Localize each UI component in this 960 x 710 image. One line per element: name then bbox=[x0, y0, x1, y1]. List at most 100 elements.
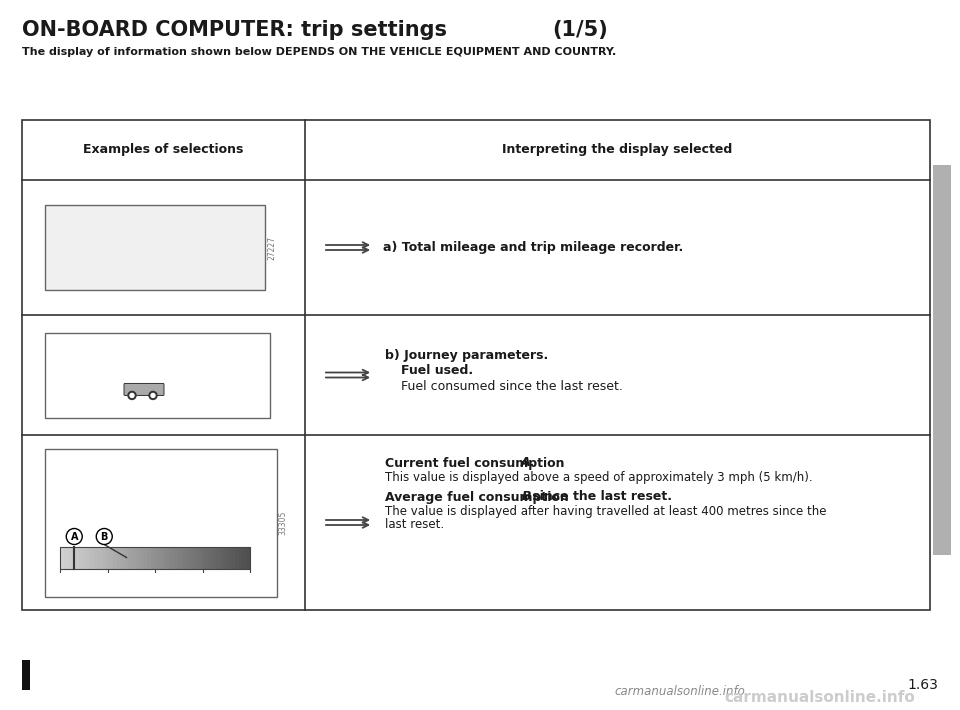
Text: This value is displayed above a speed of approximately 3 mph (5 km/h).: This value is displayed above a speed of… bbox=[385, 471, 812, 484]
Bar bbox=[98, 547, 103, 569]
Bar bbox=[79, 547, 84, 569]
Text: Fuel consumption: Fuel consumption bbox=[55, 453, 159, 466]
Circle shape bbox=[66, 528, 83, 545]
Circle shape bbox=[149, 391, 157, 400]
Bar bbox=[158, 547, 163, 569]
Text: carmanualsonline.info: carmanualsonline.info bbox=[725, 690, 916, 705]
Bar bbox=[212, 547, 216, 569]
Bar bbox=[193, 547, 198, 569]
Bar bbox=[162, 547, 167, 569]
Text: The value is displayed after having travelled at least 400 metres since the: The value is displayed after having trav… bbox=[385, 506, 827, 518]
Text: A: A bbox=[70, 532, 78, 542]
Bar bbox=[235, 547, 239, 569]
Bar bbox=[67, 547, 72, 569]
Bar bbox=[102, 547, 107, 569]
Bar bbox=[216, 547, 220, 569]
Bar bbox=[132, 547, 136, 569]
Text: Average fuel consumption: Average fuel consumption bbox=[385, 491, 573, 503]
Circle shape bbox=[96, 528, 112, 545]
Bar bbox=[129, 547, 132, 569]
Bar bbox=[155, 547, 159, 569]
Bar bbox=[189, 547, 194, 569]
Text: ON-BOARD COMPUTER: trip settings: ON-BOARD COMPUTER: trip settings bbox=[22, 20, 454, 40]
Text: .....: ..... bbox=[85, 384, 114, 395]
Bar bbox=[242, 547, 247, 569]
Bar bbox=[224, 547, 228, 569]
Text: Fuel consumed since the last reset.: Fuel consumed since the last reset. bbox=[401, 380, 623, 393]
Bar bbox=[166, 547, 171, 569]
Circle shape bbox=[130, 393, 134, 398]
Text: a) Total mileage and trip mileage recorder.: a) Total mileage and trip mileage record… bbox=[383, 241, 684, 254]
Text: b) Journey parameters.: b) Journey parameters. bbox=[385, 349, 548, 361]
Bar bbox=[228, 547, 231, 569]
Text: 33305: 33305 bbox=[278, 510, 287, 535]
Bar bbox=[94, 547, 99, 569]
Bar bbox=[231, 547, 235, 569]
Bar bbox=[174, 547, 179, 569]
Text: Current fuel consumption: Current fuel consumption bbox=[385, 457, 569, 469]
Text: B: B bbox=[521, 491, 531, 503]
Bar bbox=[45, 449, 277, 596]
Text: 8L: 8L bbox=[233, 383, 251, 396]
Text: 15: 15 bbox=[197, 574, 207, 582]
Bar bbox=[204, 547, 208, 569]
Text: Examples of selections: Examples of selections bbox=[84, 143, 244, 156]
Bar bbox=[63, 547, 68, 569]
Bar bbox=[136, 547, 140, 569]
Bar bbox=[125, 547, 129, 569]
Text: L/100: L/100 bbox=[221, 453, 253, 466]
Bar bbox=[106, 547, 109, 569]
Text: B: B bbox=[101, 532, 108, 542]
Bar bbox=[208, 547, 212, 569]
Circle shape bbox=[151, 393, 155, 398]
Text: A.: A. bbox=[521, 457, 536, 469]
Text: 101778 km: 101778 km bbox=[100, 224, 210, 244]
Bar bbox=[178, 547, 182, 569]
Bar bbox=[144, 547, 148, 569]
Text: 10: 10 bbox=[150, 574, 160, 582]
Bar bbox=[113, 547, 117, 569]
Bar bbox=[117, 547, 121, 569]
Bar bbox=[197, 547, 201, 569]
Bar bbox=[140, 547, 144, 569]
FancyBboxPatch shape bbox=[124, 383, 164, 395]
Bar bbox=[109, 547, 113, 569]
Text: 1.63: 1.63 bbox=[907, 678, 938, 692]
Bar bbox=[60, 547, 64, 569]
Bar bbox=[201, 547, 204, 569]
Bar bbox=[75, 547, 80, 569]
Text: last reset.: last reset. bbox=[385, 518, 444, 532]
Circle shape bbox=[128, 391, 136, 400]
Text: The display of information shown below DEPENDS ON THE VEHICLE EQUIPMENT AND COUN: The display of information shown below D… bbox=[22, 47, 616, 57]
Text: Interpreting the display selected: Interpreting the display selected bbox=[502, 143, 732, 156]
Bar bbox=[45, 332, 270, 417]
Bar bbox=[933, 165, 951, 555]
Bar bbox=[71, 547, 76, 569]
Bar bbox=[22, 660, 30, 690]
Bar bbox=[86, 547, 91, 569]
Text: 0: 0 bbox=[58, 574, 62, 582]
Bar bbox=[181, 547, 186, 569]
Bar bbox=[83, 547, 87, 569]
Text: ę: ę bbox=[63, 383, 71, 396]
Bar bbox=[185, 547, 190, 569]
Text: 20: 20 bbox=[245, 574, 255, 582]
Bar bbox=[220, 547, 224, 569]
Bar bbox=[246, 547, 251, 569]
Text: Fuel used.: Fuel used. bbox=[401, 364, 473, 376]
Bar bbox=[239, 547, 243, 569]
Bar bbox=[45, 205, 265, 290]
Text: 5: 5 bbox=[105, 574, 110, 582]
Text: Fuel used: Fuel used bbox=[130, 349, 185, 362]
Text: since the last reset.: since the last reset. bbox=[528, 491, 672, 503]
Bar bbox=[22, 120, 930, 610]
Bar bbox=[170, 547, 175, 569]
Bar bbox=[121, 547, 125, 569]
Text: 112.4 km: 112.4 km bbox=[108, 255, 202, 274]
Bar bbox=[151, 547, 156, 569]
Text: carmanualsonline.info: carmanualsonline.info bbox=[614, 685, 745, 698]
Bar bbox=[60, 547, 250, 569]
Text: 27227: 27227 bbox=[268, 236, 276, 259]
Text: (1/5): (1/5) bbox=[552, 20, 608, 40]
Bar bbox=[148, 547, 152, 569]
